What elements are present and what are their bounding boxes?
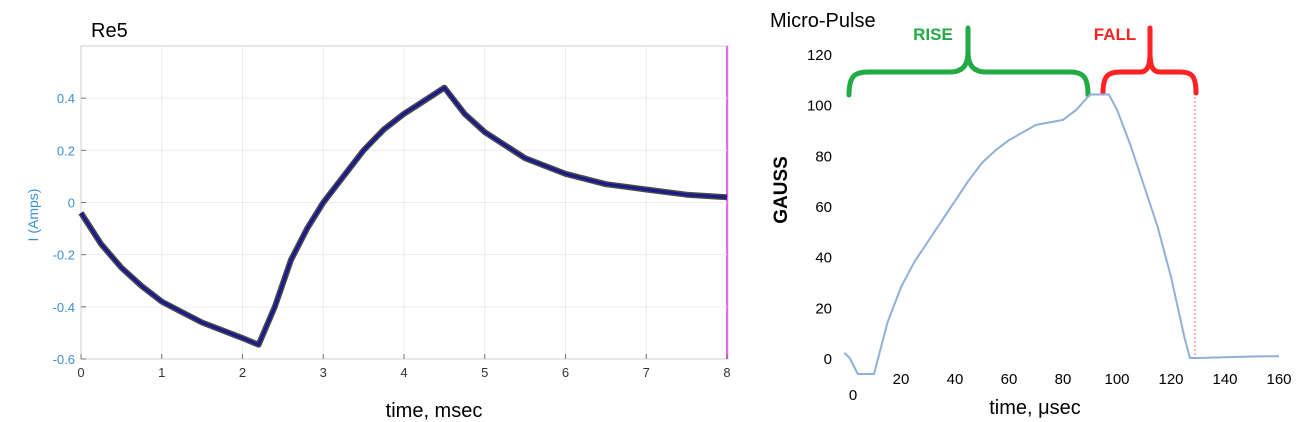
chart2-x-tick-label: 120 [1158, 371, 1183, 388]
chart1-fit-line [79, 86, 728, 347]
chart1-y-tick-label: 0 [68, 196, 75, 211]
chart1-y-tick-label: 0.4 [57, 91, 75, 106]
chart2-x-tick-label: 100 [1104, 371, 1129, 388]
chart2-x-ticks: 20 40 60 80 100 120 140 160 [893, 371, 1292, 388]
chart2-y-ticks: 120 100 80 60 40 20 0 [807, 47, 832, 368]
chart2-x-tick-label: 80 [1055, 371, 1072, 388]
chart2-fall-brace [1100, 25, 1199, 96]
chart2-x-tick-label: 60 [1001, 371, 1018, 388]
chart-re5: Re5 0.4 0.2 0 -0.2 -0.4 -0.6 0 1 2 3 4 5 6 7 8 I (Amp… [25, 20, 731, 422]
chart1-y-ticks: 0.4 0.2 0 -0.2 -0.4 -0.6 [53, 91, 86, 367]
chart1-x-ticks: 0 1 2 3 4 5 6 7 8 [77, 354, 731, 380]
chart2-rise-annotation: RISE [913, 25, 953, 44]
chart1-x-tick-label: 2 [239, 365, 246, 380]
chart1-x-tick-label: 0 [77, 365, 84, 380]
chart2-y-tick-label: 100 [807, 98, 832, 115]
chart1-y-tick-label: -0.4 [53, 300, 75, 315]
chart2-y-tick-label: 0 [824, 351, 832, 368]
chart1-y-tick-label: 0.2 [57, 143, 75, 158]
chart2-y-tick-label: 120 [807, 47, 832, 64]
chart1-x-axis-label: time, msec [386, 400, 483, 422]
chart2-y-tick-label: 20 [815, 300, 832, 317]
chart2-x-tick-label: 40 [947, 371, 964, 388]
chart1-x-tick-label: 1 [158, 365, 165, 380]
chart2-x-tick-label: 160 [1266, 371, 1291, 388]
chart2-x-zero-label: 0 [849, 387, 857, 404]
chart2-data-trace [843, 93, 1280, 375]
chart2-rise-brace [846, 25, 1091, 98]
chart1-x-tick-label: 8 [723, 365, 730, 380]
chart1-y-axis-label: I (Amps) [25, 189, 41, 242]
chart1-x-tick-label: 6 [562, 365, 569, 380]
chart2-title: Micro-Pulse [770, 10, 876, 32]
chart2-y-tick-label: 80 [815, 148, 832, 165]
chart2-y-tick-label: 60 [815, 199, 832, 216]
chart1-y-tick-label: -0.2 [53, 248, 75, 263]
chart1-x-tick-label: 4 [400, 365, 407, 380]
chart2-y-axis-label: GAUSS [771, 156, 792, 224]
chart2-x-axis-label: time, μsec [989, 397, 1081, 419]
chart-micro-pulse: Micro-Pulse GAUSS 120 100 80 60 40 20 0 20 40 60… [770, 10, 1292, 419]
chart2-fall-annotation: FALL [1094, 25, 1137, 44]
chart1-title: Re5 [91, 20, 128, 42]
chart2-x-tick-label: 20 [893, 371, 910, 388]
chart1-x-tick-label: 3 [320, 365, 327, 380]
chart1-x-tick-label: 7 [643, 365, 650, 380]
chart1-x-tick-label: 5 [481, 365, 488, 380]
chart1-y-tick-label: -0.6 [53, 352, 75, 367]
chart2-x-tick-label: 140 [1212, 371, 1237, 388]
chart2-y-tick-label: 40 [815, 250, 832, 267]
